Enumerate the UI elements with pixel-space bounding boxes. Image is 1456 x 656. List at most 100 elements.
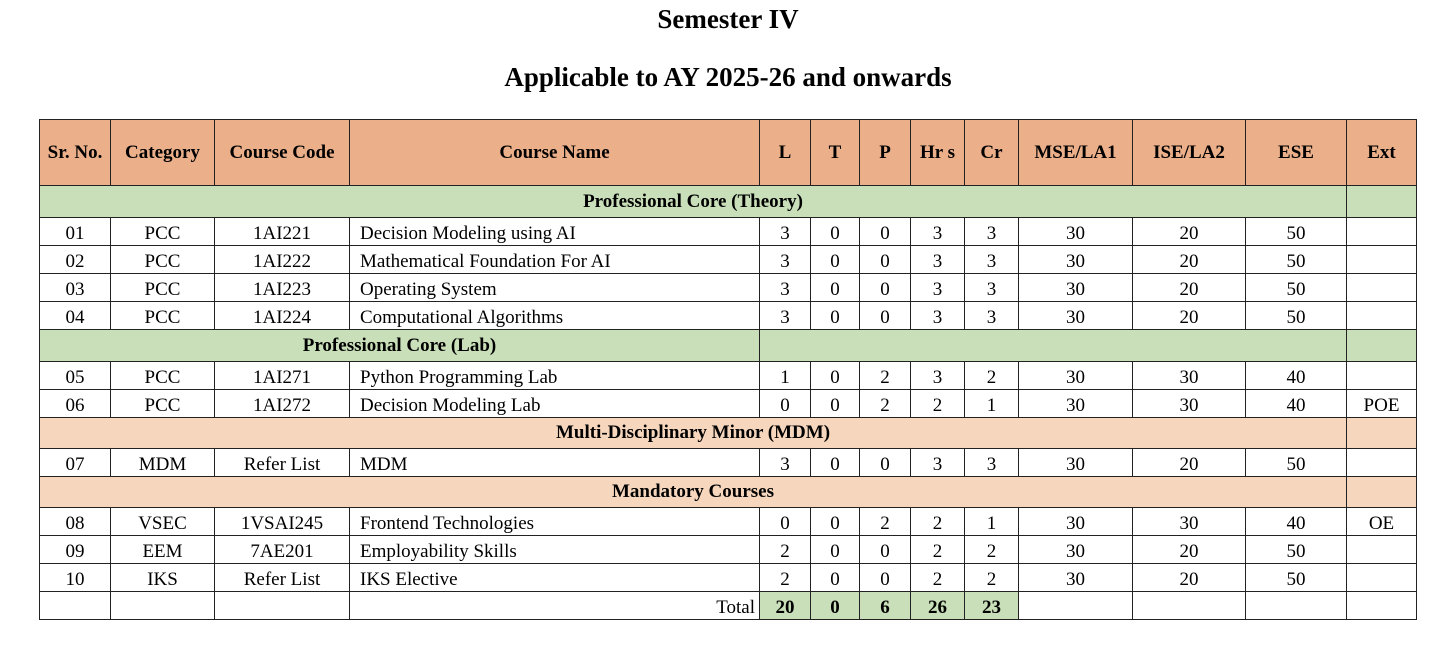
cell-p: 2 — [859, 389, 911, 418]
cell-mse: 30 — [1018, 301, 1133, 330]
cell-category: VSEC — [110, 507, 215, 536]
cell-ext — [1346, 301, 1417, 330]
section-ext-cell — [1346, 417, 1417, 449]
cell-sr-no: 04 — [39, 301, 111, 330]
section-row: Mandatory Courses — [39, 476, 1417, 508]
header-p: P — [859, 119, 911, 186]
cell-ese: 50 — [1245, 273, 1347, 302]
section-row: Professional Core (Lab) — [39, 329, 1417, 362]
cell-ese: 50 — [1245, 245, 1347, 274]
cell-category: IKS — [110, 563, 215, 592]
section-row: Professional Core (Theory) — [39, 185, 1417, 218]
cell-course-code: 1AI221 — [214, 217, 350, 246]
cell-cr: 3 — [964, 217, 1019, 246]
empty-cell — [214, 591, 350, 620]
cell-hrs: 3 — [910, 273, 965, 302]
cell-ext — [1346, 361, 1417, 390]
cell-category: PCC — [110, 217, 215, 246]
section-title: Professional Core (Lab) — [39, 329, 760, 362]
cell-hrs: 3 — [910, 448, 965, 477]
header-sr-no: Sr. No. — [39, 119, 111, 186]
section-row: Multi-Disciplinary Minor (MDM) — [39, 417, 1417, 449]
cell-course-code: 1AI272 — [214, 389, 350, 418]
cell-ext — [1346, 535, 1417, 564]
table-row: 03 PCC 1AI223 Operating System 3 0 0 3 3 30 20 50 — [39, 273, 1417, 302]
cell-category: PCC — [110, 273, 215, 302]
cell-ese: 50 — [1245, 535, 1347, 564]
cell-ise: 20 — [1132, 535, 1246, 564]
cell-ise: 20 — [1132, 301, 1246, 330]
cell-hrs: 3 — [910, 361, 965, 390]
cell-course-name: IKS Elective — [349, 563, 760, 592]
cell-ext — [1346, 273, 1417, 302]
cell-p: 2 — [859, 507, 911, 536]
cell-p: 0 — [859, 535, 911, 564]
document-subtitle: Applicable to AY 2025-26 and onwards — [504, 62, 952, 92]
cell-t: 0 — [810, 217, 860, 246]
cell-category: PCC — [110, 301, 215, 330]
total-l: 20 — [759, 591, 811, 620]
cell-ese: 50 — [1245, 563, 1347, 592]
table-row: 09 EEM 7AE201 Employability Skills 2 0 0 2 2 30 20… — [39, 535, 1417, 564]
cell-hrs: 2 — [910, 389, 965, 418]
empty-cell — [1346, 591, 1417, 620]
cell-course-code: 7AE201 — [214, 535, 350, 564]
header-course-name: Course Name — [349, 119, 760, 186]
cell-ese: 50 — [1245, 301, 1347, 330]
cell-l: 1 — [759, 361, 811, 390]
cell-course-code: 1AI223 — [214, 273, 350, 302]
cell-hrs: 2 — [910, 535, 965, 564]
cell-category: PCC — [110, 361, 215, 390]
cell-sr-no: 03 — [39, 273, 111, 302]
cell-hrs: 2 — [910, 563, 965, 592]
cell-hrs: 3 — [910, 217, 965, 246]
cell-l: 3 — [759, 273, 811, 302]
header-ise: ISE/LA2 — [1132, 119, 1246, 186]
cell-sr-no: 05 — [39, 361, 111, 390]
cell-l: 3 — [759, 448, 811, 477]
cell-ese: 40 — [1245, 389, 1347, 418]
section-title: Professional Core (Theory) — [39, 185, 1347, 218]
cell-p: 0 — [859, 273, 911, 302]
cell-mse: 30 — [1018, 273, 1133, 302]
header-ese: ESE — [1245, 119, 1347, 186]
cell-sr-no: 10 — [39, 563, 111, 592]
empty-cell — [39, 591, 111, 620]
cell-p: 0 — [859, 217, 911, 246]
header-t: T — [810, 119, 860, 186]
cell-p: 2 — [859, 361, 911, 390]
cell-t: 0 — [810, 448, 860, 477]
header-hrs: Hr s — [910, 119, 965, 186]
cell-ext — [1346, 563, 1417, 592]
cell-t: 0 — [810, 245, 860, 274]
course-table: Sr. No. Category Course Code Course Name… — [39, 119, 1417, 620]
cell-course-name: Python Programming Lab — [349, 361, 760, 390]
cell-course-name: Mathematical Foundation For AI — [349, 245, 760, 274]
cell-hrs: 2 — [910, 507, 965, 536]
cell-cr: 1 — [964, 389, 1019, 418]
cell-cr: 2 — [964, 361, 1019, 390]
cell-category: MDM — [110, 448, 215, 477]
total-label: Total — [349, 591, 760, 620]
cell-sr-no: 08 — [39, 507, 111, 536]
cell-mse: 30 — [1018, 389, 1133, 418]
header-row: Sr. No. Category Course Code Course Name… — [39, 119, 1417, 186]
cell-course-name: Operating System — [349, 273, 760, 302]
section-filler — [759, 329, 1347, 362]
section-title: Multi-Disciplinary Minor (MDM) — [39, 417, 1347, 449]
total-cr: 23 — [964, 591, 1019, 620]
cell-ext — [1346, 217, 1417, 246]
cell-sr-no: 06 — [39, 389, 111, 418]
cell-cr: 3 — [964, 448, 1019, 477]
cell-ese: 50 — [1245, 448, 1347, 477]
cell-sr-no: 01 — [39, 217, 111, 246]
cell-ise: 20 — [1132, 448, 1246, 477]
cell-cr: 2 — [964, 563, 1019, 592]
total-p: 6 — [859, 591, 911, 620]
section-title: Mandatory Courses — [39, 476, 1347, 508]
cell-ise: 30 — [1132, 389, 1246, 418]
cell-p: 0 — [859, 448, 911, 477]
cell-course-name: MDM — [349, 448, 760, 477]
table-row: 07 MDM Refer List MDM 3 0 0 3 3 30 20 50 — [39, 448, 1417, 477]
cell-course-code: Refer List — [214, 448, 350, 477]
